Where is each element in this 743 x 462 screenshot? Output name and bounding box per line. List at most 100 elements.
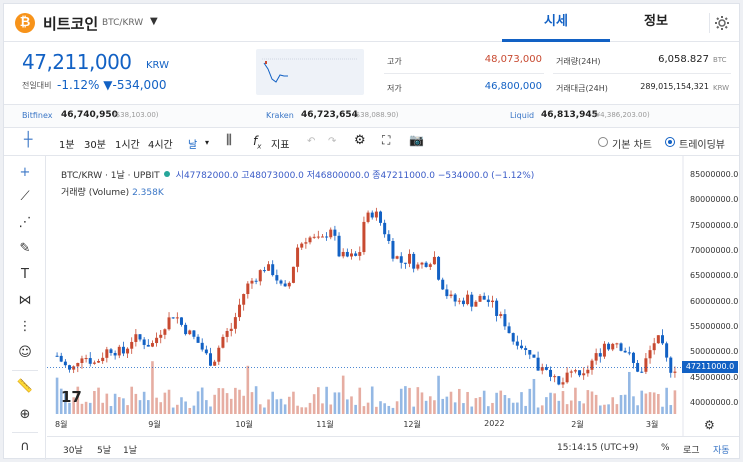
volume-bar bbox=[283, 404, 287, 414]
volume-bar bbox=[200, 387, 204, 414]
candle bbox=[660, 335, 664, 344]
volume-bar bbox=[105, 393, 109, 414]
volume-bar bbox=[545, 397, 548, 414]
volume-bar bbox=[424, 400, 428, 414]
candle bbox=[495, 300, 499, 316]
volume-bar bbox=[395, 401, 399, 414]
fullscreen-icon[interactable]: ⛶ bbox=[382, 133, 391, 147]
brush-tool-icon[interactable]: ✎ bbox=[19, 241, 31, 256]
indicator-button[interactable]: 지표 bbox=[271, 140, 290, 151]
candle-type-icon[interactable]: ⫼ bbox=[226, 133, 232, 148]
volume-bar bbox=[540, 405, 544, 414]
candle bbox=[204, 349, 208, 354]
crosshair-icon[interactable]: ┼ bbox=[24, 132, 33, 148]
exchange-price: 46,723,654 bbox=[301, 110, 358, 120]
volume-bar bbox=[549, 392, 552, 414]
volume-bar bbox=[607, 404, 610, 414]
candle bbox=[636, 362, 640, 372]
candle bbox=[88, 358, 92, 364]
tradingview-label[interactable]: 트레이딩뷰 bbox=[679, 140, 725, 151]
candle bbox=[499, 314, 503, 316]
chart-settings-icon[interactable]: ⚙ bbox=[704, 418, 715, 432]
auto-toggle[interactable]: 자동 bbox=[713, 446, 730, 456]
settings-icon[interactable]: ⚙ bbox=[354, 133, 366, 148]
candle bbox=[648, 350, 652, 359]
volume-legend: 거래량 (Volume) 2.358K bbox=[61, 185, 164, 198]
chevron-down-icon[interactable]: ▾ bbox=[205, 138, 210, 147]
volume-bar bbox=[225, 393, 229, 414]
candle bbox=[665, 343, 669, 358]
tradingview-logo: 17 bbox=[61, 388, 82, 406]
range-1d[interactable]: 1날 bbox=[123, 446, 138, 456]
gear-icon[interactable] bbox=[709, 13, 729, 33]
volume-bar bbox=[441, 398, 445, 414]
y-tick-label: 70000000.0 bbox=[690, 246, 739, 256]
exchange-name[interactable]: Kraken bbox=[266, 111, 294, 120]
chart-toolbar: ┼ 1분 30분 1시간 4시간 날 ▾ ⫼ fx 지표 ↶ ↷ ⚙ ⛶ 📷 기… bbox=[4, 128, 739, 156]
candle bbox=[341, 251, 345, 257]
change-label: 전일대비 bbox=[22, 81, 52, 90]
volume-bar bbox=[619, 395, 623, 414]
crosshair-tool-icon[interactable]: + bbox=[19, 165, 31, 180]
candle bbox=[569, 371, 573, 373]
emoji-tool-icon[interactable]: ☺ bbox=[18, 345, 32, 360]
trendline-tool-icon[interactable]: ⟋ bbox=[20, 189, 30, 204]
price-chart[interactable]: BTC/KRW · 1날 · UPBIT 시47782000.0 고4807300… bbox=[47, 156, 739, 436]
y-tick-label: 65000000.0 bbox=[690, 271, 739, 281]
text-tool-icon[interactable]: T bbox=[21, 267, 29, 282]
magnet-icon[interactable]: ∩ bbox=[20, 439, 30, 454]
interval-1h[interactable]: 1시간 bbox=[115, 140, 140, 151]
radio-basic-chart[interactable] bbox=[598, 137, 608, 147]
log-toggle[interactable]: 로그 bbox=[683, 446, 700, 456]
volume-bar bbox=[341, 375, 345, 414]
candle bbox=[524, 348, 528, 351]
volume-label: 거래량(24H) bbox=[556, 57, 601, 66]
candle bbox=[457, 300, 461, 302]
mini-chart bbox=[256, 49, 364, 95]
candle bbox=[171, 317, 175, 319]
measure-tool-icon[interactable]: ⋮ bbox=[18, 319, 32, 334]
chevron-down-icon[interactable]: ▼ bbox=[150, 16, 158, 27]
volume-bar bbox=[524, 405, 527, 414]
candle bbox=[644, 358, 648, 372]
interval-1m[interactable]: 1분 bbox=[59, 140, 75, 151]
range-5d[interactable]: 5날 bbox=[97, 446, 112, 456]
volume-bar bbox=[354, 404, 357, 414]
volume-bar bbox=[196, 391, 200, 414]
interval-4h[interactable]: 4시간 bbox=[148, 140, 173, 151]
percent-toggle[interactable]: % bbox=[661, 443, 670, 453]
candle bbox=[623, 350, 627, 353]
volume-bar bbox=[246, 365, 250, 414]
volume-bar bbox=[321, 403, 324, 414]
drawing-toolbar: + ⟋ ⋰ ✎ T ⋈ ⋮ ☺ 📏 ⊕ ∩ bbox=[4, 156, 46, 460]
fib-tool-icon[interactable]: ⋰ bbox=[18, 215, 32, 230]
interval-day[interactable]: 날 bbox=[188, 140, 198, 151]
candle bbox=[329, 229, 333, 238]
zoom-in-icon[interactable]: ⊕ bbox=[19, 407, 31, 422]
exchange-name[interactable]: Bitfinex bbox=[22, 111, 53, 120]
volume-bar bbox=[569, 400, 573, 414]
volume-bar bbox=[308, 402, 312, 414]
candle bbox=[532, 354, 536, 358]
ruler-tool-icon[interactable]: 📏 bbox=[16, 379, 34, 394]
candle bbox=[287, 282, 291, 287]
candle bbox=[428, 264, 432, 267]
undo-icon[interactable]: ↶ bbox=[307, 136, 316, 147]
redo-icon[interactable]: ↷ bbox=[328, 136, 337, 147]
pattern-tool-icon[interactable]: ⋈ bbox=[18, 293, 32, 308]
camera-icon[interactable]: 📷 bbox=[409, 133, 424, 147]
range-30d[interactable]: 30날 bbox=[63, 446, 83, 456]
candle bbox=[598, 353, 602, 357]
volume-bar bbox=[578, 401, 581, 414]
exchange-name[interactable]: Liquid bbox=[510, 111, 535, 120]
basic-chart-label[interactable]: 기본 차트 bbox=[612, 140, 652, 151]
volume-bar bbox=[229, 398, 233, 414]
fx-icon[interactable]: fx bbox=[253, 134, 262, 151]
volume-bar bbox=[586, 390, 590, 414]
tab-market[interactable]: 시세 bbox=[502, 4, 610, 42]
interval-30m[interactable]: 30분 bbox=[84, 140, 106, 151]
volume-bar bbox=[383, 403, 386, 414]
tab-info[interactable]: 정보 bbox=[644, 14, 668, 29]
radio-tradingview[interactable] bbox=[665, 137, 675, 147]
candle bbox=[97, 361, 101, 363]
